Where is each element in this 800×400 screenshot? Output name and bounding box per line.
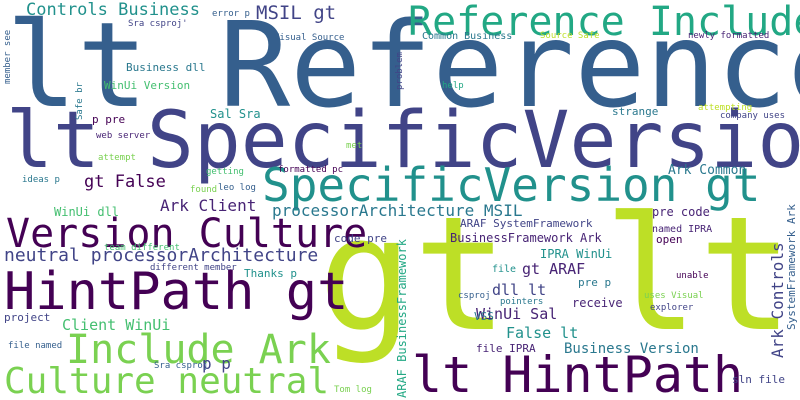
cloud-word: csproj <box>458 291 491 301</box>
cloud-word: Source Safe <box>540 31 600 41</box>
cloud-word: Sal Sra <box>210 107 261 121</box>
cloud-word: code pre <box>334 232 387 245</box>
cloud-word: ARAF BusinessFramework <box>395 239 409 398</box>
cloud-word: newly formatted <box>688 31 770 41</box>
cloud-word: gt False <box>84 172 166 192</box>
cloud-word: MSIL gt <box>256 2 337 24</box>
cloud-word: different member <box>150 263 237 273</box>
cloud-word: lt SpecificVersion <box>6 96 800 186</box>
cloud-word: lt HintPath <box>412 346 744 400</box>
cloud-word: IPRA WinUi <box>540 247 613 261</box>
cloud-word: member see <box>3 29 13 84</box>
cloud-word: neutral processorArchitecture <box>4 245 319 266</box>
cloud-word: Sra csproj' <box>128 19 188 29</box>
cloud-word: Culture neutral <box>4 361 330 400</box>
cloud-word: Sra csproj <box>154 361 209 371</box>
cloud-word: Ark Common <box>668 163 747 178</box>
cloud-word: explorer <box>650 303 694 313</box>
cloud-word: sln file <box>732 373 785 386</box>
cloud-word: file <box>492 264 517 275</box>
cloud-word: SpecificVersion gt <box>262 158 761 212</box>
cloud-word: p pre <box>92 113 126 126</box>
cloud-word: ideas p <box>22 175 60 185</box>
cloud-word: named IPRA <box>652 224 713 235</box>
cloud-word: Reference Include <box>408 0 800 45</box>
cloud-word: problem <box>395 52 405 90</box>
cloud-word: Ark Client <box>160 196 257 215</box>
cloud-word: formatted pc <box>278 165 344 175</box>
cloud-word: Business dll <box>126 61 206 74</box>
cloud-word: Include Ark <box>66 327 331 373</box>
cloud-word: WinUi Version <box>104 79 191 92</box>
cloud-word: Safe br <box>75 82 85 120</box>
cloud-word: open <box>656 233 683 246</box>
cloud-word: BusinessFramework Ark <box>450 231 602 245</box>
cloud-word: file named <box>8 341 63 351</box>
cloud-word: file IPRA <box>476 342 536 355</box>
cloud-word: Version Culture <box>6 211 368 257</box>
cloud-word: help <box>442 81 464 91</box>
cloud-word: attempting <box>698 103 753 113</box>
cloud-word: strange <box>612 105 659 118</box>
cloud-word: processorArchitecture MSIL <box>272 201 523 220</box>
cloud-word: met <box>346 141 363 151</box>
cloud-word: gt ARAF <box>522 260 586 278</box>
cloud-word: Common Business <box>422 31 513 42</box>
cloud-word: company uses <box>720 111 786 121</box>
cloud-word: p p <box>202 354 231 373</box>
cloud-word: Ark Controls <box>768 242 787 358</box>
cloud-word: gt lt <box>318 183 794 367</box>
cloud-word: project <box>4 311 51 324</box>
cloud-word: dll lt <box>492 281 547 299</box>
cloud-word: receive <box>572 296 623 310</box>
cloud-word: False lt <box>506 324 579 342</box>
cloud-word: uses Visual <box>644 291 704 301</box>
cloud-word: Business Version <box>564 341 699 357</box>
cloud-word: unable <box>676 271 709 281</box>
cloud-word: web server <box>96 131 151 141</box>
cloud-word: Client WinUi <box>62 316 171 334</box>
cloud-word: pointers <box>500 297 544 307</box>
cloud-word: attempt <box>98 153 136 163</box>
cloud-word: WinUi dll <box>54 205 120 219</box>
cloud-word: team different <box>104 243 180 253</box>
cloud-word: pre p <box>578 276 612 289</box>
cloud-word: getting <box>206 167 244 177</box>
cloud-word: Controls Business <box>26 0 200 20</box>
cloud-word: SystemFramework Ark <box>785 204 798 330</box>
cloud-word: Thanks p <box>244 267 297 280</box>
cloud-word: WinUi Sal <box>476 305 558 323</box>
cloud-word: found <box>190 185 218 195</box>
cloud-word: pre code <box>652 205 710 219</box>
cloud-word: VSS <box>474 310 494 323</box>
cloud-word: leo log <box>218 183 256 193</box>
cloud-word: Tom log <box>334 385 372 395</box>
cloud-word: lt Reference <box>6 0 800 134</box>
cloud-word: error p <box>212 9 250 19</box>
cloud-word: Visual Source <box>274 33 345 43</box>
cloud-word: ARAF SystemFramework <box>460 217 593 230</box>
cloud-word: HintPath gt <box>4 262 349 322</box>
